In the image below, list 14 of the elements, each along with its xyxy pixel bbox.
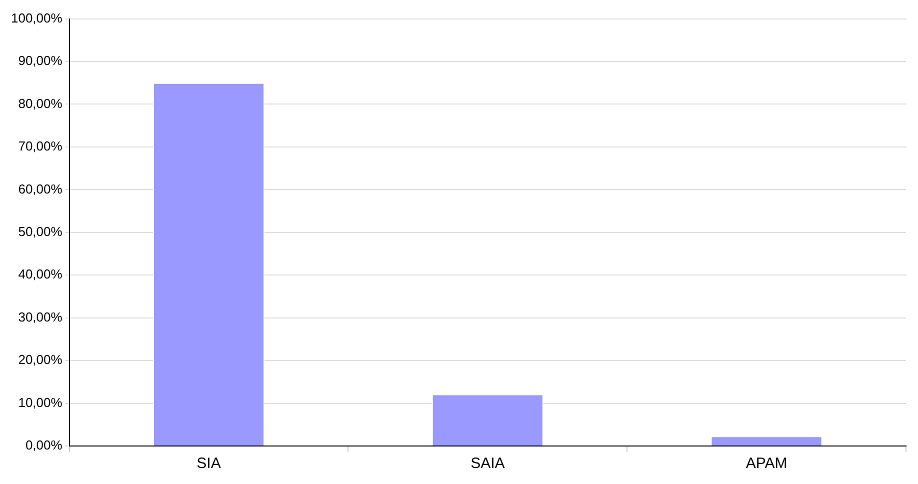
y-tick-label: 20,00%: [18, 352, 63, 368]
x-tick-label: SAIA: [470, 455, 505, 472]
x-tick-label: SIA: [196, 455, 221, 472]
y-tick-label: 100,00%: [10, 10, 63, 26]
y-tick-label: 60,00%: [18, 181, 63, 196]
y-tick-label: 10,00%: [18, 394, 63, 410]
y-tick-label: 40,00%: [18, 266, 63, 282]
y-tick-label: 30,00%: [18, 309, 63, 324]
y-tick-label: 0,00%: [25, 438, 63, 453]
y-tick-label: 70,00%: [18, 138, 63, 154]
y-tick-label: 90,00%: [18, 53, 63, 68]
y-tick-label: 80,00%: [18, 96, 63, 111]
x-tick-label: APAM: [746, 455, 788, 472]
y-tick-label: 50,00%: [18, 224, 63, 239]
